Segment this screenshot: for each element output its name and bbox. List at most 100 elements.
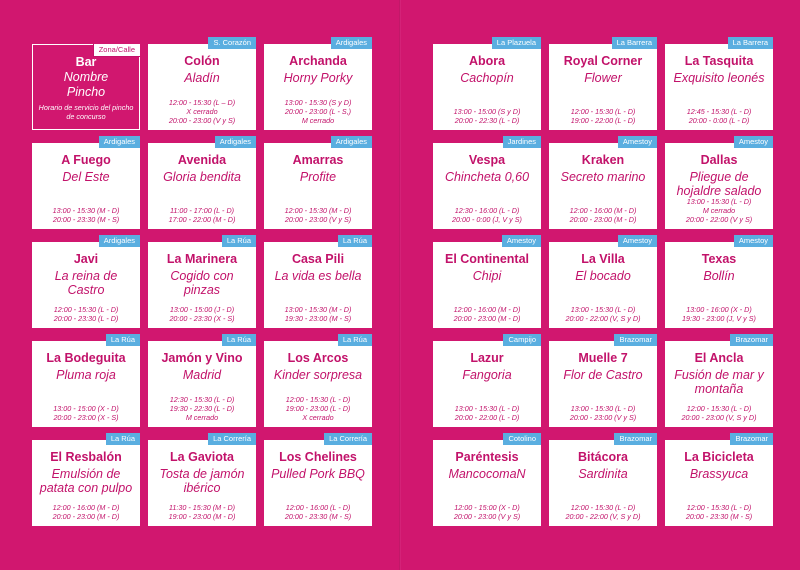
hours-line: 13:00 - 15:30 (M - D) [52,206,120,215]
hours-line: 20:00 - 23:00 (V y S) [453,512,521,521]
hours-line: 13:00 - 15:30 (M - D) [284,305,352,314]
hours-line: 20:00 - 23:00 (M - D) [453,314,521,323]
bar-name: La Villa [581,252,625,266]
hours-line: 20:00 - 23:30 (X - S) [169,314,235,323]
service-hours: 12:00 - 15:30 (L - D) 20:00 - 23:00 (V, S… [667,404,771,422]
bar-name: La Bicicleta [684,450,754,464]
zone-tag: Ardigales [214,136,256,148]
hours-line: 20:00 - 23:00 (M - D) [569,215,637,224]
service-hours: 13:00 - 16:00 (X - D) 19:30 - 23:00 (J, V… [667,305,771,323]
hours-line: 20:00 - 23:00 (X - S) [53,413,119,422]
left-page: Zona/Calle Bar Nombre Pincho Horario de … [32,37,372,526]
bar-name: La Marinera [166,252,238,266]
service-hours: 12:00 - 15:30 (L - D) 20:00 - 23:30 (L - … [34,305,138,323]
bar-card: Amestoy Dallas Pliegue de hojaldre salado 1… [665,136,773,229]
bar-card: Ardigales Avenida Gloria bendita 11:00 - 17… [148,136,256,229]
bar-name: Paréntesis [455,450,519,464]
service-hours: 12:45 - 15:30 (L - D) 20:00 - 0:00 (L - D… [667,107,771,125]
pincho-name: Exquisito leonés [673,71,765,85]
bar-card: Ardigales Amarras Profite 12:00 - 15:30 (M … [264,136,372,229]
bar-name: A Fuego [61,153,111,167]
zone-tag: Brazomar [614,334,657,346]
zone-tag: Cotolino [503,433,541,445]
zone-tag: Brazomar [730,334,773,346]
hours-line: 12:00 - 15:30 (L - D) [285,395,351,404]
pincho-name: El bocado [575,269,631,283]
bar-card: La Rúa Casa Pili La vida es bella 13:00 - 1… [264,235,372,328]
zone-tag: La Barrera [727,37,773,49]
bar-name: Casa Pili [291,252,345,266]
hours-line: 17:00 - 22:00 (M - D) [168,215,236,224]
pincho-name: Chipi [472,269,502,283]
hours-line: 13:00 - 15:00 (J - D) [169,305,235,314]
hours-line: 20:00 - 0:00 (J, V y S) [452,215,522,224]
bar-name: Los Chelines [279,450,357,464]
service-hours: 13:00 - 15:30 (S y D) 20:00 - 23:00 (L - … [266,98,370,125]
hours-line: 13:00 - 15:00 (S y D) [453,107,521,116]
bar-card: La Rúa Jamón y Vino Madrid 12:30 - 15:30 (L… [148,334,256,427]
page-fold [399,0,401,570]
hours-line: X cerrado [302,413,334,422]
pincho-name: Flor de Castro [563,368,643,382]
hours-line: 20:00 - 0:00 (L - D) [688,116,750,125]
bar-card: La Rúa El Resbalón Emulsión de patata con … [32,433,140,526]
bar-name: El Resbalón [50,450,122,464]
service-hours: 13:00 - 15:00 (X - D) 20:00 - 23:00 (X - … [34,404,138,422]
pincho-name: Aladín [184,71,220,85]
legend-pincho-label-1: Nombre [63,70,109,84]
bar-card: La Barrera Royal Corner Flower 12:00 - 15:3… [549,37,657,130]
hours-line: 13:00 - 15:30 (L - D) [570,305,636,314]
hours-line: 12:00 - 15:00 (X - D) [454,503,520,512]
hours-line: 12:00 - 15:30 (L - D) [686,404,752,413]
bar-card: Brazomar El Ancla Fusión de mar y montaña 1… [665,334,773,427]
pincho-name: Del Este [62,170,110,184]
hours-line: 12:00 - 16:00 (M - D) [52,503,120,512]
zone-tag: La Plazuela [491,37,541,49]
hours-line: 20:00 - 23:30 (L - D) [53,314,119,323]
bar-card: Amestoy La Villa El bocado 13:00 - 15:30 (L… [549,235,657,328]
bar-name: Javi [73,252,99,266]
hours-line: 12:30 - 15:30 (L - D) [169,395,235,404]
hours-line: 12:00 - 15:30 (L - D) [686,503,752,512]
hours-line: 12:00 - 15:30 (L - D) [570,503,636,512]
pincho-name: Pluma roja [56,368,116,382]
service-hours: 12:00 - 15:00 (X - D) 20:00 - 23:00 (V y … [435,503,539,521]
hours-line: 12:00 - 15:30 (M - D) [284,206,352,215]
zone-tag: Jardines [502,136,541,148]
hours-line: 20:00 - 22:00 (V y S) [685,215,753,224]
pincho-name: Tosta de jamón ibérico [159,467,245,495]
bar-card: S. Corazón Colón Aladín 12:00 - 15:30 (L – … [148,37,256,130]
hours-line: 19:00 - 23:00 (L - D) [285,404,351,413]
service-hours: 13:00 - 15:30 (M - D) 19:30 - 23:00 (M - … [266,305,370,323]
right-page: La Plazuela Abora Cachopín 13:00 - 15:00 (S… [433,37,773,526]
bar-card: Amestoy Texas Bollín 13:00 - 16:00 (X - D) 1… [665,235,773,328]
hours-line: 12:00 - 16:00 (M - D) [453,305,521,314]
zone-tag: Amestoy [617,235,657,247]
pincho-name: Madrid [182,368,222,382]
bar-card: Amestoy El Continental Chipi 12:00 - 16:00 … [433,235,541,328]
pincho-name: Horny Porky [283,71,353,85]
bar-card: Ardigales A Fuego Del Este 13:00 - 15:30 (M… [32,136,140,229]
bar-card: La Plazuela Abora Cachopín 13:00 - 15:00 (S… [433,37,541,130]
hours-line: 13:00 - 15:30 (L - D) [454,404,520,413]
hours-line: 13:00 - 15:00 (X - D) [53,404,119,413]
bar-name: Abora [468,54,506,68]
bar-name: Lazur [470,351,504,365]
hours-line: 12:00 - 16:00 (M - D) [569,206,637,215]
bar-name: Dallas [700,153,738,167]
zone-tag: La Correría [208,433,256,445]
bar-name: El Continental [444,252,530,266]
pincho-name: Profite [299,170,337,184]
hours-line: 12:00 - 15:30 (L - D) [570,107,636,116]
service-hours: 11:00 - 17:00 (L - D) 17:00 - 22:00 (M - … [150,206,254,224]
zone-tag: Brazomar [730,433,773,445]
service-hours: 13:00 - 15:30 (L - D) 20:00 - 22:00 (V, S… [551,305,655,323]
bar-name: Muelle 7 [578,351,628,365]
zone-tag: Brazomar [614,433,657,445]
service-hours: 12:00 - 15:30 (M - D) 20:00 - 23:00 (V y … [266,206,370,224]
hours-line: 20:00 - 23:00 (V y S) [569,413,637,422]
bar-name: El Ancla [694,351,744,365]
zone-tag: Ardigales [330,37,372,49]
hours-line: 12:00 - 15:30 (L – D) [168,98,236,107]
service-hours: 12:30 - 16:00 (L - D) 20:00 - 0:00 (J, V … [435,206,539,224]
